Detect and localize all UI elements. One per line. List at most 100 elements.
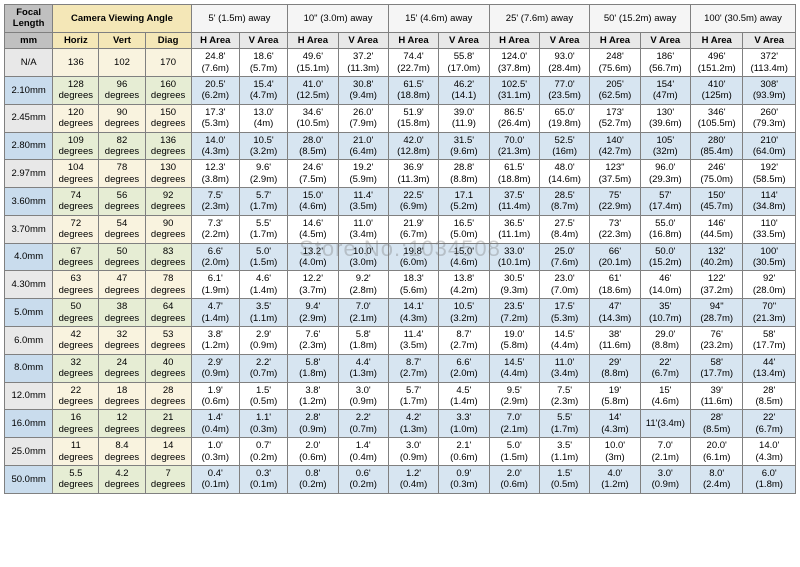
cell-h-area: 1.2'(0.4m)	[388, 465, 438, 493]
cell-focal: 3.70mm	[5, 215, 53, 243]
cell-v-area: 154'(47m)	[640, 76, 690, 104]
hdr-dist-2: 15' (4.6m) away	[388, 5, 489, 33]
cell-h-area: 61.5'(18.8m)	[388, 76, 438, 104]
hdr-dist-0: 5' (1.5m) away	[191, 5, 288, 33]
cell-v-area: 35'(10.7m)	[640, 299, 690, 327]
cell-v-area: 23.0'(7.0m)	[539, 271, 589, 299]
cell-angle: 18degrees	[99, 382, 145, 410]
cell-angle: 47degrees	[99, 271, 145, 299]
cell-v-area: 15.0'(4.6m)	[439, 243, 489, 271]
cell-v-area: 372'(113.4m)	[743, 49, 796, 77]
cell-v-area: 3.5'(1.1m)	[239, 299, 287, 327]
cell-angle: 50degrees	[53, 299, 99, 327]
cell-h-area: 12.3'(3.8m)	[191, 160, 239, 188]
cell-h-area: 28.0'(8.5m)	[288, 132, 338, 160]
cell-v-area: 0.9'(0.3m)	[439, 465, 489, 493]
cell-v-area: 10.0'(3.0m)	[338, 243, 388, 271]
cell-angle: 12degrees	[99, 410, 145, 438]
cell-v-area: 4.4'(1.3m)	[338, 354, 388, 382]
cell-h-area: 58'(17.7m)	[690, 354, 742, 382]
cell-v-area: 308'(93.9m)	[743, 76, 796, 104]
cell-v-area: 186'(56.7m)	[640, 49, 690, 77]
cell-h-area: 173'(52.7m)	[590, 104, 640, 132]
cell-v-area: 3.3'(1.0m)	[439, 410, 489, 438]
cell-h-area: 5.8'(1.8m)	[288, 354, 338, 382]
hdr-dist-1: 10" (3.0m) away	[288, 5, 389, 33]
cell-v-area: 46'(14.0m)	[640, 271, 690, 299]
cell-angle: 90degrees	[99, 104, 145, 132]
cell-h-area: 14'(4.3m)	[590, 410, 640, 438]
cell-angle: 74degrees	[53, 188, 99, 216]
cell-angle: 40degrees	[145, 354, 191, 382]
cell-v-area: 48.0'(14.6m)	[539, 160, 589, 188]
table-row: 50.0mm5.5degrees4.2degrees7degrees0.4'(0…	[5, 465, 796, 493]
cell-v-area: 1.5'(0.5m)	[239, 382, 287, 410]
cell-focal: 2.80mm	[5, 132, 53, 160]
cell-focal: 3.60mm	[5, 188, 53, 216]
cell-v-area: 11'(3.4m)	[640, 410, 690, 438]
cell-h-area: 94"(28.7m)	[690, 299, 742, 327]
cell-h-area: 24.8'(7.6m)	[191, 49, 239, 77]
cell-v-area: 3.0'(0.9m)	[640, 465, 690, 493]
cell-angle: 50degrees	[99, 243, 145, 271]
cell-angle: 67degrees	[53, 243, 99, 271]
cell-h-area: 34.6'(10.5m)	[288, 104, 338, 132]
cell-angle: 82degrees	[99, 132, 145, 160]
cell-angle: 150degrees	[145, 104, 191, 132]
cell-v-area: 10.5'(3.2m)	[239, 132, 287, 160]
cell-angle: 32degrees	[99, 326, 145, 354]
cell-h-area: 73'(22.3m)	[590, 215, 640, 243]
cell-focal: 4.30mm	[5, 271, 53, 299]
cell-h-area: 24.6'(7.5m)	[288, 160, 338, 188]
cell-v-area: 3.0'(0.9m)	[338, 382, 388, 410]
cell-v-area: 110'(33.5m)	[743, 215, 796, 243]
cell-h-area: 17.3'(5.3m)	[191, 104, 239, 132]
cell-v-area: 7.0'(2.1m)	[338, 299, 388, 327]
cell-v-area: 93.0'(28.4m)	[539, 49, 589, 77]
hdr-horiz: Horiz	[53, 32, 99, 48]
cell-v-area: 6.0'(1.8m)	[743, 465, 796, 493]
cell-v-area: 65.0'(19.8m)	[539, 104, 589, 132]
cell-v-area: 7.0'(2.1m)	[640, 438, 690, 466]
cell-h-area: 2.8'(0.9m)	[288, 410, 338, 438]
cell-h-area: 150'(45.7m)	[690, 188, 742, 216]
cell-h-area: 86.5'(26.4m)	[489, 104, 539, 132]
cell-v-area: 14.0'(4.3m)	[743, 438, 796, 466]
hdr-mm: mm	[5, 32, 53, 48]
cell-v-area: 11.0'(3.4m)	[338, 215, 388, 243]
cell-h-area: 3.8'(1.2m)	[288, 382, 338, 410]
hdr-h-3: H Area	[489, 32, 539, 48]
cell-h-area: 38'(11.6m)	[590, 326, 640, 354]
cell-v-area: 210'(64.0m)	[743, 132, 796, 160]
cell-h-area: 496'(151.2m)	[690, 49, 742, 77]
cell-v-area: 4.5'(1.4m)	[439, 382, 489, 410]
cell-h-area: 346'(105.5m)	[690, 104, 742, 132]
cell-h-area: 7.0'(2.1m)	[489, 410, 539, 438]
cell-h-area: 19.0'(5.8m)	[489, 326, 539, 354]
cell-h-area: 36.5'(11.1m)	[489, 215, 539, 243]
cell-focal: 8.0mm	[5, 354, 53, 382]
cell-h-area: 9.5'(2.9m)	[489, 382, 539, 410]
cell-h-area: 66'(20.1m)	[590, 243, 640, 271]
cell-focal: 2.45mm	[5, 104, 53, 132]
cell-angle: 109degrees	[53, 132, 99, 160]
cell-h-area: 51.9'(15.8m)	[388, 104, 438, 132]
hdr-dist-4: 50' (15.2m) away	[590, 5, 691, 33]
cell-angle: 14degrees	[145, 438, 191, 466]
cell-h-area: 14.5'(4.4m)	[489, 354, 539, 382]
cell-focal: 50.0mm	[5, 465, 53, 493]
table-row: 2.45mm120degrees90degrees150degrees17.3'…	[5, 104, 796, 132]
cell-h-area: 146'(44.5m)	[690, 215, 742, 243]
cell-v-area: 5.8'(1.8m)	[338, 326, 388, 354]
cell-v-area: 57'(17.4m)	[640, 188, 690, 216]
fov-table: Focal Length Camera Viewing Angle 5' (1.…	[4, 4, 796, 494]
cell-v-area: 2.2'(0.7m)	[239, 354, 287, 382]
cell-h-area: 22.5'(6.9m)	[388, 188, 438, 216]
hdr-vert: Vert	[99, 32, 145, 48]
cell-h-area: 1.4'(0.4m)	[191, 410, 239, 438]
cell-h-area: 10.0'(3m)	[590, 438, 640, 466]
cell-v-area: 13.0'(4m)	[239, 104, 287, 132]
cell-h-area: 102.5'(31.1m)	[489, 76, 539, 104]
cell-focal: 4.0mm	[5, 243, 53, 271]
cell-h-area: 9.4'(2.9m)	[288, 299, 338, 327]
